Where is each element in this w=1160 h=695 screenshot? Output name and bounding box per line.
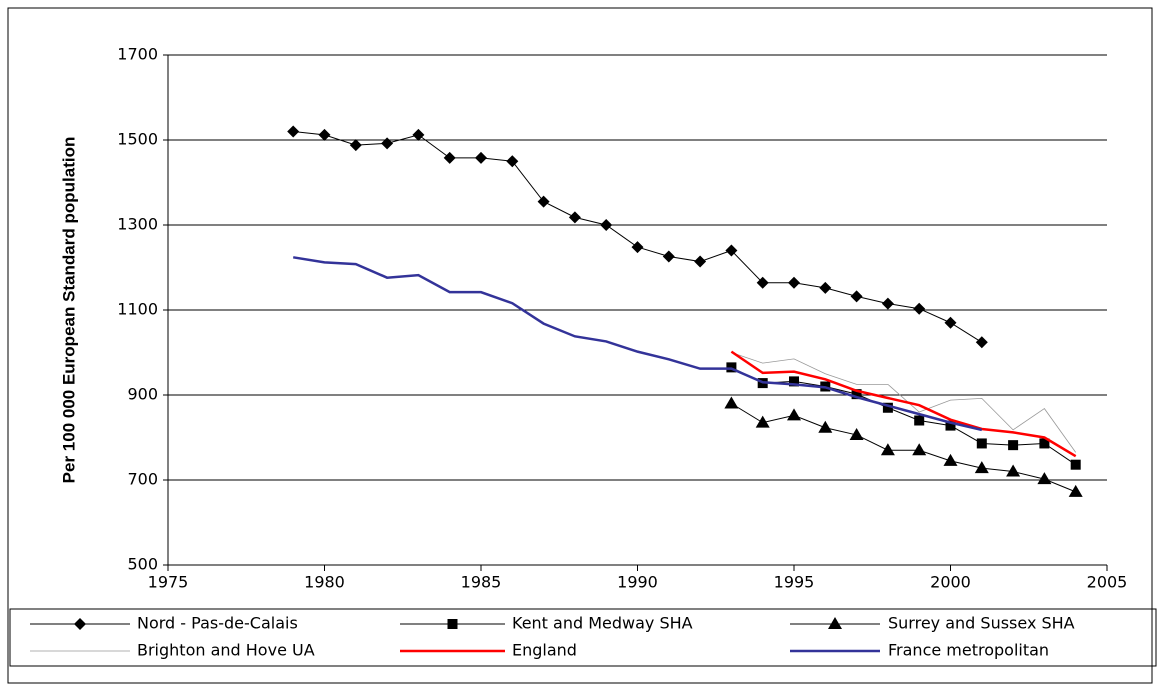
marker bbox=[944, 316, 957, 329]
marker bbox=[913, 302, 926, 315]
y-tick-label: 1300 bbox=[117, 215, 158, 234]
marker bbox=[945, 420, 956, 431]
x-tick-label: 1990 bbox=[617, 573, 658, 592]
marker bbox=[974, 461, 989, 474]
chart-border bbox=[7, 7, 1153, 684]
marker bbox=[287, 125, 300, 138]
marker bbox=[819, 281, 832, 294]
marker bbox=[1037, 472, 1052, 485]
series-line bbox=[730, 350, 1077, 458]
x-tick-label: 1995 bbox=[774, 573, 815, 592]
legend-label: Nord - Pas-de-Calais bbox=[137, 614, 298, 633]
marker bbox=[851, 389, 862, 400]
marker bbox=[880, 443, 895, 456]
x-tick-label: 1975 bbox=[148, 573, 189, 592]
y-tick-label: 1700 bbox=[117, 45, 158, 64]
marker bbox=[1039, 438, 1050, 449]
legend-label: Kent and Medway SHA bbox=[512, 614, 693, 633]
marker bbox=[756, 276, 769, 289]
marker bbox=[349, 139, 362, 152]
y-tick-label: 500 bbox=[127, 555, 158, 574]
marker bbox=[1006, 464, 1021, 477]
series-line bbox=[731, 403, 1076, 493]
y-tick-label: 900 bbox=[127, 385, 158, 404]
marker bbox=[788, 276, 800, 289]
marker bbox=[914, 415, 925, 426]
series-line bbox=[731, 352, 1077, 453]
marker bbox=[443, 151, 456, 164]
marker bbox=[318, 128, 331, 141]
marker bbox=[506, 155, 519, 168]
marker bbox=[726, 362, 737, 373]
marker bbox=[1070, 459, 1081, 470]
marker bbox=[943, 453, 958, 466]
y-axis-title: Per 100 000 European Standard population bbox=[59, 137, 78, 484]
marker bbox=[537, 195, 550, 208]
marker bbox=[724, 396, 739, 409]
marker bbox=[631, 241, 644, 254]
series-line bbox=[731, 366, 1076, 466]
legend-label: France metropolitan bbox=[888, 641, 1049, 660]
marker bbox=[789, 376, 799, 387]
y-tick-label: 700 bbox=[127, 470, 158, 489]
marker bbox=[828, 617, 842, 629]
x-tick-label: 2000 bbox=[930, 573, 971, 592]
marker bbox=[850, 290, 863, 303]
legend-label: Brighton and Hove UA bbox=[137, 641, 315, 660]
marker bbox=[882, 402, 893, 413]
marker bbox=[412, 128, 425, 141]
marker bbox=[381, 137, 394, 150]
marker bbox=[1068, 484, 1083, 497]
marker bbox=[725, 244, 738, 257]
x-tick-label: 2005 bbox=[1087, 573, 1128, 592]
marker bbox=[447, 619, 458, 629]
x-tick-label: 1980 bbox=[304, 573, 345, 592]
marker bbox=[975, 336, 988, 349]
marker bbox=[912, 443, 927, 456]
marker bbox=[475, 151, 487, 164]
marker bbox=[818, 420, 833, 433]
legend-label: England bbox=[512, 641, 577, 660]
marker bbox=[1008, 440, 1019, 451]
marker bbox=[600, 219, 613, 231]
y-tick-label: 1100 bbox=[117, 300, 158, 319]
marker bbox=[694, 255, 707, 268]
legend-label: Surrey and Sussex SHA bbox=[888, 614, 1075, 633]
legend-box bbox=[9, 608, 1157, 667]
marker bbox=[849, 427, 864, 440]
y-tick-label: 1500 bbox=[117, 130, 158, 149]
marker bbox=[755, 415, 770, 428]
marker bbox=[74, 618, 86, 630]
marker bbox=[662, 250, 675, 263]
marker bbox=[976, 438, 987, 449]
marker bbox=[787, 408, 801, 421]
marker bbox=[881, 297, 894, 310]
marker bbox=[568, 211, 581, 224]
series-line bbox=[292, 256, 983, 432]
x-tick-label: 1985 bbox=[461, 573, 502, 592]
